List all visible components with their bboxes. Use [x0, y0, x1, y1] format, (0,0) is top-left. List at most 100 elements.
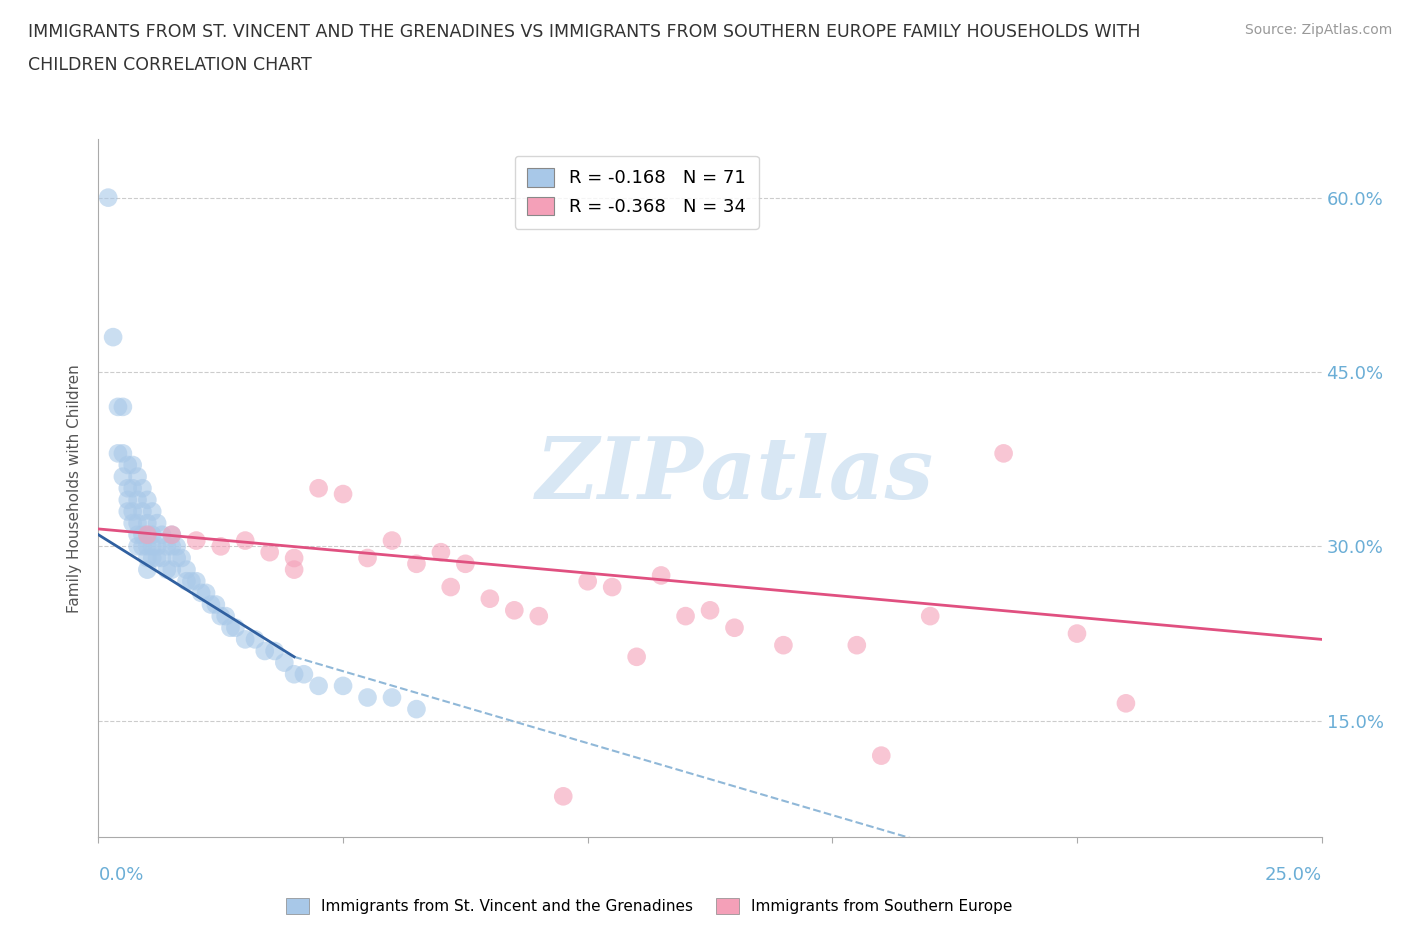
- Point: [772, 638, 794, 653]
- Point: [141, 551, 163, 565]
- Point: [440, 579, 463, 594]
- Text: Source: ZipAtlas.com: Source: ZipAtlas.com: [1244, 23, 1392, 37]
- Point: [127, 469, 149, 484]
- Point: [626, 649, 648, 664]
- Point: [136, 515, 159, 530]
- Point: [993, 445, 1015, 460]
- Point: [121, 481, 143, 496]
- Point: [117, 504, 139, 519]
- Point: [600, 579, 623, 594]
- Point: [111, 400, 134, 415]
- Point: [209, 539, 232, 554]
- Point: [224, 620, 246, 635]
- Y-axis label: Family Households with Children: Family Households with Children: [67, 364, 83, 613]
- Point: [186, 533, 208, 548]
- Point: [233, 533, 256, 548]
- Point: [117, 493, 139, 508]
- Point: [356, 690, 378, 705]
- Point: [111, 445, 134, 460]
- Point: [308, 679, 330, 694]
- Point: [454, 556, 477, 571]
- Point: [121, 515, 143, 530]
- Point: [650, 568, 672, 583]
- Point: [1115, 696, 1137, 711]
- Point: [136, 527, 159, 542]
- Point: [97, 191, 120, 206]
- Point: [845, 638, 868, 653]
- Point: [141, 539, 163, 554]
- Point: [699, 603, 721, 618]
- Point: [675, 609, 697, 624]
- Point: [156, 539, 179, 554]
- Point: [117, 481, 139, 496]
- Text: IMMIGRANTS FROM ST. VINCENT AND THE GRENADINES VS IMMIGRANTS FROM SOUTHERN EUROP: IMMIGRANTS FROM ST. VINCENT AND THE GREN…: [28, 23, 1140, 41]
- Point: [253, 644, 276, 658]
- Point: [107, 445, 129, 460]
- Point: [478, 591, 501, 606]
- Point: [166, 551, 188, 565]
- Point: [283, 667, 305, 682]
- Point: [200, 597, 222, 612]
- Point: [127, 515, 149, 530]
- Point: [576, 574, 599, 589]
- Point: [146, 539, 169, 554]
- Point: [150, 527, 173, 542]
- Point: [430, 545, 453, 560]
- Point: [186, 574, 208, 589]
- Point: [405, 556, 427, 571]
- Point: [283, 551, 305, 565]
- Point: [308, 481, 330, 496]
- Point: [160, 539, 183, 554]
- Point: [136, 527, 159, 542]
- Point: [127, 527, 149, 542]
- Point: [292, 667, 315, 682]
- Point: [527, 609, 550, 624]
- Point: [176, 574, 198, 589]
- Text: CHILDREN CORRELATION CHART: CHILDREN CORRELATION CHART: [28, 56, 312, 73]
- Text: 0.0%: 0.0%: [98, 866, 143, 884]
- Point: [273, 655, 295, 670]
- Point: [136, 539, 159, 554]
- Legend: R = -0.168   N = 71, R = -0.368   N = 34: R = -0.168 N = 71, R = -0.368 N = 34: [515, 155, 759, 229]
- Point: [107, 400, 129, 415]
- Point: [180, 574, 202, 589]
- Point: [920, 609, 942, 624]
- Point: [190, 586, 212, 601]
- Point: [263, 644, 285, 658]
- Point: [127, 493, 149, 508]
- Point: [121, 458, 143, 472]
- Point: [381, 690, 404, 705]
- Point: [195, 586, 218, 601]
- Point: [160, 527, 183, 542]
- Point: [121, 504, 143, 519]
- Point: [219, 620, 242, 635]
- Point: [131, 481, 153, 496]
- Point: [117, 458, 139, 472]
- Point: [176, 562, 198, 577]
- Point: [141, 504, 163, 519]
- Point: [160, 562, 183, 577]
- Point: [243, 632, 266, 647]
- Point: [259, 545, 281, 560]
- Point: [111, 469, 134, 484]
- Text: 25.0%: 25.0%: [1264, 866, 1322, 884]
- Point: [136, 493, 159, 508]
- Point: [170, 551, 193, 565]
- Point: [160, 527, 183, 542]
- Point: [381, 533, 404, 548]
- Point: [553, 789, 575, 804]
- Point: [283, 562, 305, 577]
- Point: [136, 551, 159, 565]
- Point: [870, 748, 893, 763]
- Point: [131, 527, 153, 542]
- Point: [209, 609, 232, 624]
- Point: [131, 504, 153, 519]
- Point: [503, 603, 526, 618]
- Point: [101, 330, 124, 345]
- Point: [131, 539, 153, 554]
- Point: [136, 562, 159, 577]
- Point: [233, 632, 256, 647]
- Point: [332, 486, 354, 501]
- Point: [332, 679, 354, 694]
- Point: [146, 551, 169, 565]
